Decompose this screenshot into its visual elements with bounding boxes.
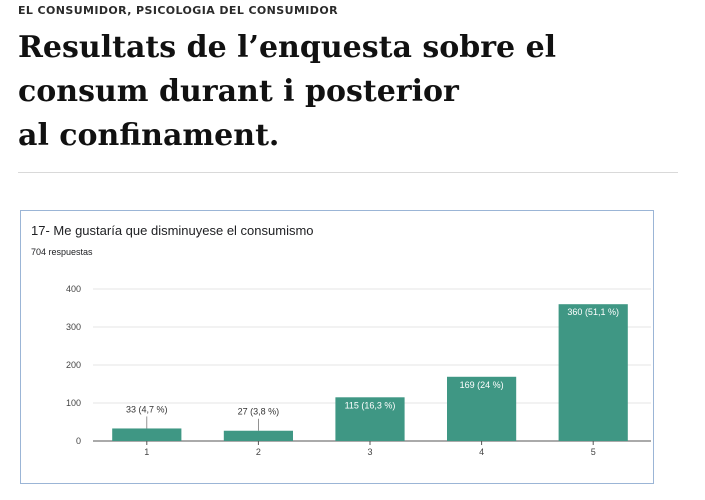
header-divider <box>18 172 678 173</box>
chart-card: 17- Me gustaría que disminuyese el consu… <box>20 210 654 484</box>
data-label: 169 (24 %) <box>460 380 504 390</box>
x-tick-label: 4 <box>479 447 484 457</box>
y-tick-label: 200 <box>66 360 81 370</box>
bar-chart: 0 100 200 300 400 33 (4,7 %) 1 27 (3,8 %) 2 115 (… <box>66 284 651 457</box>
bar <box>112 428 182 441</box>
data-label: 33 (4,7 %) <box>126 404 168 414</box>
title-line-3: al confinament. <box>18 118 280 153</box>
x-tick-label: 1 <box>144 447 149 457</box>
y-tick-label: 100 <box>66 398 81 408</box>
bar <box>447 376 517 441</box>
x-tick-label: 5 <box>591 447 596 457</box>
data-label: 360 (51,1 %) <box>567 307 619 317</box>
y-tick-label: 400 <box>66 284 81 294</box>
chart-response-count: 704 respuestas <box>31 247 93 257</box>
bar <box>335 397 405 441</box>
article-title: Resultats de l’enquesta sobre el consum … <box>18 26 638 158</box>
bar <box>558 304 628 441</box>
x-tick-label: 3 <box>367 447 372 457</box>
y-tick-label: 0 <box>76 436 81 446</box>
chart-title: 17- Me gustaría que disminuyese el consu… <box>31 223 314 238</box>
title-line-1: Resultats de l’enquesta sobre el <box>18 30 557 65</box>
bar <box>223 430 293 441</box>
article-category[interactable]: EL CONSUMIDOR, PSICOLOGIA DEL CONSUMIDOR <box>18 4 338 17</box>
title-line-2: consum durant i posterior <box>18 74 459 109</box>
x-tick-label: 2 <box>256 447 261 457</box>
data-label: 27 (3,8 %) <box>238 407 280 417</box>
y-tick-label: 300 <box>66 322 81 332</box>
data-label: 115 (16,3 %) <box>345 400 396 410</box>
